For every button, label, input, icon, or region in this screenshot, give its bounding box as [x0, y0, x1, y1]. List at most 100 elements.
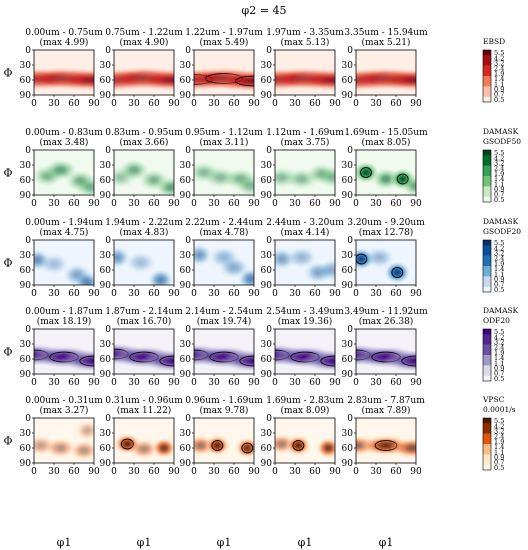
colorbar-swatch — [483, 96, 491, 103]
colorbar-swatch — [483, 365, 491, 371]
y-tick-label: 30 — [100, 429, 112, 439]
y-tick-label: 90 — [261, 370, 273, 380]
y-tick-label: 90 — [100, 91, 112, 101]
x-tick-label: 60 — [309, 289, 321, 299]
panel-frame — [193, 417, 255, 464]
colorbar-tick-label: 0.9 — [494, 86, 504, 94]
colorbar-swatch — [483, 76, 491, 82]
x-tick-label: 0 — [111, 99, 117, 109]
x-tick-label: 0 — [111, 467, 117, 477]
y-tick-label: 0 — [185, 325, 191, 335]
y-tick-label: 90 — [261, 191, 273, 201]
colorbar-swatch — [483, 240, 491, 246]
colorbar-swatch — [483, 81, 491, 87]
y-tick-label: 30 — [342, 429, 354, 439]
y-tick-label: 30 — [180, 429, 192, 439]
colorbar-swatch — [483, 50, 491, 56]
x-tick-label: 90 — [88, 289, 100, 299]
panel-range-label: 1.12um - 1.69um — [266, 128, 344, 138]
y-tick-label: 30 — [20, 61, 32, 71]
odf-panel: 3.49um - 11.92um(max 26.38)0 30 60 90030609… — [342, 307, 429, 388]
x-tick-label: 30 — [370, 467, 382, 477]
y-tick-label: 90 — [180, 370, 192, 380]
y-tick-label: 0 — [266, 236, 272, 246]
panel-max-label: (max 5.13) — [281, 37, 330, 48]
colorbar-swatch — [483, 186, 491, 192]
y-tick-label: 0 — [25, 414, 31, 424]
y-tick-label: 30 — [261, 251, 273, 261]
density-peak — [155, 176, 174, 195]
x-tick-label: 30 — [289, 467, 301, 477]
odf-panel: 0.96um - 1.69um(max 9.78)0 30 60 900306090φ… — [180, 396, 264, 549]
odf-panel: 1.69um - 2.83um(max 8.09)0 30 60 900306090φ… — [261, 396, 345, 549]
odf-panel: 0.00um - 1.87um(max 18.19)0 30 60 900306090… — [3, 307, 103, 388]
panel-range-label: 0.83um - 0.95um — [105, 128, 183, 138]
y-tick-label: 60 — [261, 444, 273, 454]
panel-max-label: (max 11.22) — [117, 405, 172, 416]
y-tick-label: 30 — [180, 340, 192, 350]
y-tick-label: 30 — [180, 251, 192, 261]
panel-max-label: (max 3.66) — [120, 137, 169, 148]
x-tick-label: 30 — [128, 378, 140, 388]
colorbar-frame — [482, 149, 492, 203]
colorbar-swatch — [483, 86, 491, 92]
x-tick-label: 60 — [68, 289, 80, 299]
colorbar-swatch — [483, 459, 491, 466]
panel-max-label: (max 3.11) — [200, 137, 249, 148]
x-tick-label: 60 — [228, 289, 240, 299]
density-peak — [234, 436, 254, 460]
x-tick-label: 90 — [410, 378, 422, 388]
x-tick-label: 0 — [31, 289, 37, 299]
density-peak — [60, 349, 94, 373]
panel-range-label: 2.14um - 2.54um — [185, 307, 263, 317]
x-tick-label: 30 — [208, 378, 220, 388]
x-tick-label: 90 — [248, 289, 260, 299]
panel-max-label: (max 4.83) — [120, 227, 169, 238]
density-peak — [128, 437, 160, 461]
contour-line — [360, 167, 372, 178]
colorbar-swatch — [483, 255, 491, 262]
x-tick-label: 60 — [68, 467, 80, 477]
y-tick-label: 0 — [105, 46, 111, 56]
colorbar-tick-label: 2.4 — [494, 65, 504, 73]
panel-max-label: (max 3.27) — [40, 405, 89, 416]
x-tick-label: 30 — [48, 378, 60, 388]
x-tick-label: 90 — [168, 289, 180, 299]
y-tick-label: 60 — [100, 355, 112, 365]
panel-frame — [113, 417, 175, 464]
colorbar-swatch — [483, 65, 491, 72]
colorbar-swatch — [483, 355, 491, 361]
panel-range-label: 1.97um - 3.35um — [266, 28, 344, 38]
panel-range-label: 0.00um - 0.83um — [25, 128, 103, 138]
y-tick-label: 0 — [185, 46, 191, 56]
colorbar-tick-label: 0.5 — [494, 375, 504, 383]
x-tick-label: 90 — [248, 378, 260, 388]
panel-range-label: 0.96um - 1.69um — [185, 396, 263, 406]
panel-max-label: (max 16.70) — [117, 316, 172, 327]
y-tick-label: 0 — [347, 146, 353, 156]
y-tick-label: 0 — [347, 236, 353, 246]
panel-frame — [33, 239, 95, 286]
y-tick-label: 60 — [100, 444, 112, 454]
y-tick-label: 60 — [342, 444, 354, 454]
odf-panel: 0.00um - 0.31um(max 3.27)0 30 60 900306090Φ… — [3, 396, 103, 549]
x-tick-label: 30 — [370, 199, 382, 209]
y-tick-label: 0 — [105, 414, 111, 424]
odf-panel: 2.83um - 7.87um(max 7.89)0 30 60 900306090φ… — [342, 396, 426, 549]
x-tick-label: 90 — [168, 467, 180, 477]
colorbar-swatch — [483, 70, 491, 77]
panel-range-label: 0.00um - 1.94um — [25, 218, 103, 228]
colorbar-tick-label: 3.2 — [494, 428, 504, 436]
y-tick-label: 90 — [100, 459, 112, 469]
y-tick-label: 0 — [25, 146, 31, 156]
y-tick-label: 30 — [261, 429, 273, 439]
density-peak — [147, 268, 174, 285]
y-tick-label: 90 — [342, 459, 354, 469]
panel-max-label: (max 12.78) — [359, 227, 414, 238]
x-tick-label: 30 — [289, 289, 301, 299]
colorbar-swatch — [483, 438, 491, 445]
y-tick-label: 30 — [100, 61, 112, 71]
